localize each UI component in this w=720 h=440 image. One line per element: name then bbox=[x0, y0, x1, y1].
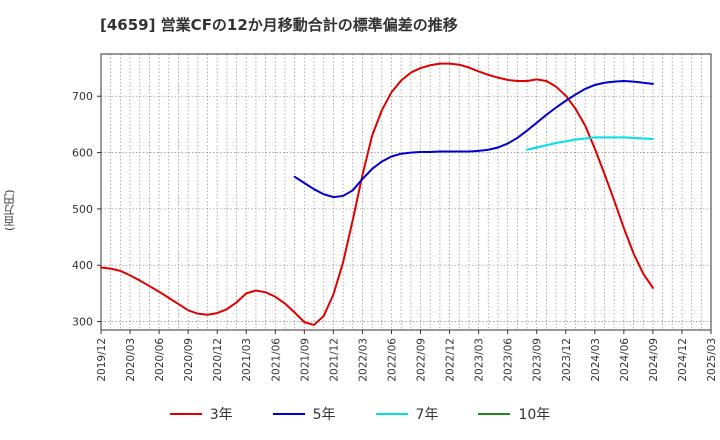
legend-swatch bbox=[478, 413, 511, 415]
y-tick-label: 600 bbox=[72, 147, 93, 160]
grid-lines bbox=[101, 54, 711, 330]
legend-label: 7年 bbox=[415, 407, 439, 423]
x-tick-label: 2022/12 bbox=[445, 338, 457, 382]
legend-label: 10年 bbox=[518, 407, 551, 423]
x-tick-label: 2020/06 bbox=[154, 338, 166, 382]
y-tick-label: 400 bbox=[72, 259, 93, 272]
legend-item: 10年 bbox=[478, 404, 550, 424]
x-tick-label: 2020/12 bbox=[212, 338, 224, 382]
x-tick-label: 2023/09 bbox=[532, 338, 544, 382]
axis-tick-labels: 300 400 500 600 700 2019/12 2020/03 2020/06 2020… bbox=[72, 90, 718, 381]
y-tick-label: 500 bbox=[72, 203, 93, 216]
x-tick-label: 2020/09 bbox=[183, 338, 195, 382]
plot-area-frame bbox=[100, 53, 712, 331]
legend-item: 7年 bbox=[375, 404, 439, 424]
series-line-3年 bbox=[100, 62, 654, 326]
x-tick-label: 2022/03 bbox=[357, 338, 369, 382]
legend-swatch bbox=[272, 413, 305, 415]
x-tick-label: 2023/03 bbox=[474, 338, 486, 382]
legend-swatch bbox=[169, 413, 202, 415]
y-tick-label: 700 bbox=[72, 90, 93, 103]
legend-item: 5年 bbox=[272, 404, 336, 424]
chart-title: [4659] 営業CFの12か月移動合計の標準偏差の推移 bbox=[100, 16, 458, 34]
x-tick-label: 2023/06 bbox=[503, 338, 515, 382]
x-tick-label: 2025/03 bbox=[706, 338, 718, 382]
x-tick-label: 2024/09 bbox=[648, 338, 660, 382]
x-tick-label: 2023/12 bbox=[561, 338, 573, 382]
series-lines bbox=[100, 62, 654, 326]
y-tick-label: 300 bbox=[72, 316, 93, 329]
x-tick-label: 2022/09 bbox=[416, 338, 428, 382]
x-tick-label: 2024/12 bbox=[677, 338, 689, 382]
legend-label: 3年 bbox=[209, 407, 233, 423]
x-tick-label: 2021/03 bbox=[241, 338, 253, 382]
legend-label: 5年 bbox=[312, 407, 336, 423]
x-tick-label: 2024/06 bbox=[619, 338, 631, 382]
x-tick-label: 2022/06 bbox=[386, 338, 398, 382]
legend: 3年 5年 7年 10年 bbox=[0, 402, 720, 426]
x-tick-label: 2020/03 bbox=[125, 338, 137, 382]
x-tick-label: 2021/09 bbox=[299, 338, 311, 382]
x-tick-label: 2021/06 bbox=[270, 338, 282, 382]
x-tick-label: 2024/03 bbox=[590, 338, 602, 382]
series-line-5年 bbox=[293, 80, 654, 199]
line-chart: 300 400 500 600 700 2019/12 2020/03 2020/06 2020… bbox=[72, 53, 718, 382]
series-line-7年 bbox=[526, 136, 654, 151]
legend-swatch bbox=[375, 413, 408, 415]
x-tick-label: 2021/12 bbox=[328, 338, 340, 382]
legend-item: 3年 bbox=[169, 404, 233, 424]
x-tick-label: 2019/12 bbox=[96, 338, 108, 382]
